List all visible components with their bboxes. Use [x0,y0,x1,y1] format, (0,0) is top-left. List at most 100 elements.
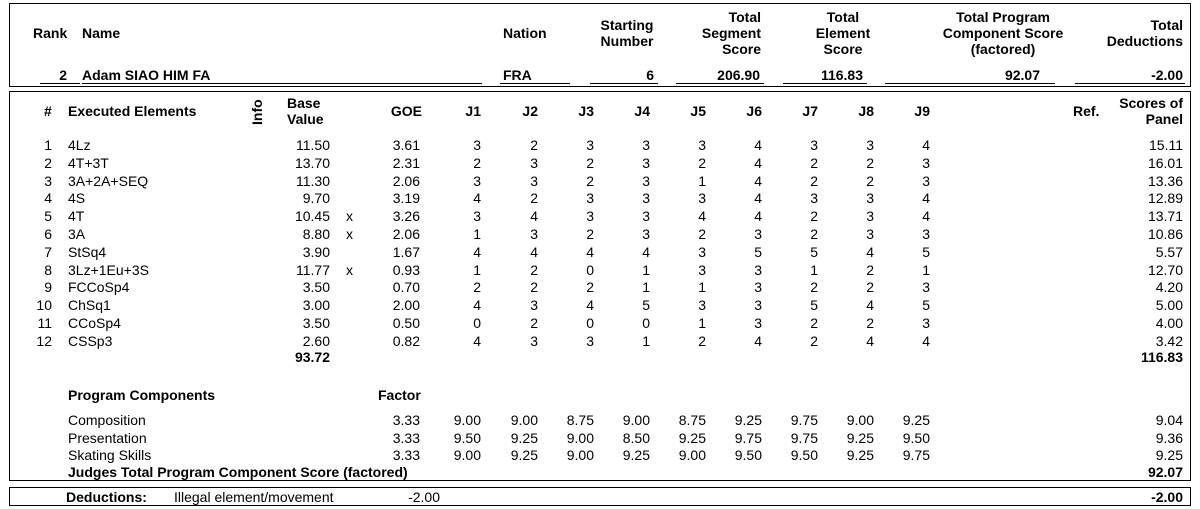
element-number: 7 [44,244,52,260]
base-value: 8.80 [302,226,330,242]
base-value-total: 93.72 [294,349,330,365]
judge-score-j3: 2 [586,155,594,171]
judge-score-j1: 4 [473,297,481,313]
total-segment-label-3: Score [722,41,761,57]
base-value: 11.30 [296,173,330,189]
panel-score: 3.42 [1155,333,1183,349]
summary-underline-pcs [885,83,1055,84]
judge-score-j7: 2 [810,315,818,331]
judge-score-j4: 3 [642,137,650,153]
judge-score-j9: 4 [922,137,930,153]
base-value: 3.00 [302,297,330,313]
total-pcs-label-2: Component Score [942,25,1064,41]
judge-score-j1: 1 [473,226,481,242]
judge-header-2: J2 [522,103,538,119]
judge-score-j1: 3 [473,208,481,224]
judge-score-j6: 4 [754,173,762,189]
goe-value: 2.06 [392,226,420,242]
judge-score-j5: 1 [698,315,706,331]
judge-score-j8: 4 [866,333,874,349]
judge-score-j1: 4 [473,244,481,260]
skater-total-pcs: 92.07 [1004,67,1040,83]
judge-score-j7: 2 [810,279,818,295]
component-judge-score-j3: 9.00 [566,447,594,463]
judge-score-j6: 3 [754,297,762,313]
element-number: 3 [44,173,52,189]
component-judge-score-j7: 9.50 [790,447,818,463]
element-number: 5 [44,208,52,224]
judge-score-j9: 3 [922,226,930,242]
component-factor: 3.33 [392,430,420,446]
judge-score-j8: 2 [866,173,874,189]
summary-underline-deductions [1075,83,1185,84]
judge-score-j3: 3 [586,137,594,153]
component-judge-score-j4: 9.25 [622,447,650,463]
goe-value: 2.00 [392,297,420,313]
judge-score-j9: 4 [922,190,930,206]
judge-score-j9: 4 [922,208,930,224]
judge-score-j9: 4 [922,333,930,349]
panel-score: 15.11 [1149,137,1183,153]
judge-score-j9: 3 [922,155,930,171]
judge-score-j2: 3 [530,155,538,171]
judge-score-j5: 2 [698,226,706,242]
component-judge-score-j9: 9.50 [902,430,930,446]
judge-score-j6: 4 [754,155,762,171]
judge-header-4: J4 [634,103,650,119]
element-number: 6 [44,226,52,242]
component-name: Presentation [68,430,147,446]
judge-score-j4: 3 [642,226,650,242]
info-flag: x [346,226,353,242]
total-deductions-label-2: Deductions [1106,33,1183,49]
goe-value: 0.50 [392,315,420,331]
deductions-box [9,487,1191,506]
element-name: CSSp3 [68,333,113,349]
name-label: Name [82,25,121,41]
total-element-label-1: Total [826,9,860,25]
judge-header-1: J1 [465,103,481,119]
judge-score-j6: 4 [754,208,762,224]
total-element-label-2: Element [815,25,871,41]
goe-value: 0.93 [392,262,420,278]
component-score: 9.04 [1155,412,1183,428]
judge-score-j2: 2 [530,190,538,206]
base-value: 2.60 [302,333,330,349]
judge-score-j8: 3 [866,208,874,224]
panel-score: 10.86 [1147,226,1183,242]
component-judge-score-j6: 9.50 [734,447,762,463]
judge-score-j3: 2 [586,173,594,189]
element-number-header: # [44,103,52,119]
element-number: 8 [44,262,52,278]
details-box [9,91,1191,481]
panel-score: 13.36 [1147,173,1183,189]
summary-underline-start [590,83,658,84]
judge-score-j8: 3 [866,226,874,242]
element-score-total: 116.83 [1140,349,1183,365]
judge-score-j8: 2 [866,262,874,278]
element-name: 3A+2A+SEQ [68,173,149,189]
component-judge-score-j1: 9.00 [453,412,481,428]
judge-score-j7: 2 [810,208,818,224]
judge-score-j2: 3 [530,173,538,189]
judge-score-j6: 3 [754,315,762,331]
pcs-total-score: 92.07 [1147,464,1183,480]
judge-header-3: J3 [578,103,594,119]
judge-score-j4: 0 [642,315,650,331]
judge-score-j8: 4 [866,244,874,260]
judge-score-j2: 4 [530,208,538,224]
judge-score-j1: 2 [473,155,481,171]
judge-score-j5: 3 [698,137,706,153]
component-judge-score-j9: 9.25 [902,412,930,428]
judge-score-j1: 0 [473,315,481,331]
judge-score-j3: 2 [586,279,594,295]
deductions-label: Deductions: [66,489,147,505]
judge-score-j1: 3 [473,137,481,153]
base-value: 11.77 [296,262,330,278]
panel-score: 12.70 [1147,262,1183,278]
component-score: 9.36 [1155,430,1183,446]
judge-score-j2: 3 [530,333,538,349]
judge-score-j6: 4 [754,333,762,349]
info-header: Info [249,99,265,125]
starting-number-label-2: Number [600,33,654,49]
goe-value: 3.61 [392,137,420,153]
